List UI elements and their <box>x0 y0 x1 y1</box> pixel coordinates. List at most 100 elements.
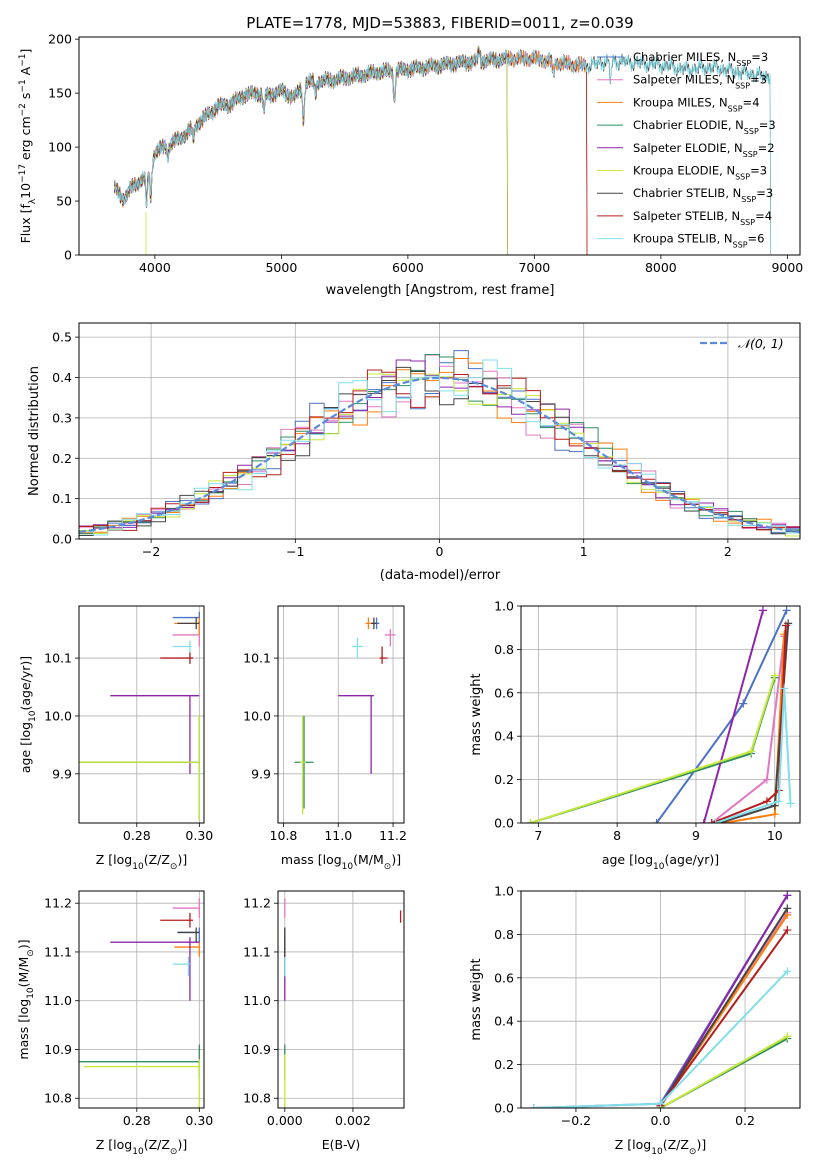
mass-weight-marker <box>783 926 792 935</box>
x-tick-label: 9 <box>692 828 700 843</box>
mass-weight-marker <box>656 1099 665 1108</box>
legend-name: Kroupa ELODIE <box>633 164 719 178</box>
y-tick-label: 10.0 <box>44 708 72 723</box>
label-part: )] <box>696 1137 706 1152</box>
y-tick-label: 0.5 <box>52 330 72 345</box>
mass-weight-marker <box>780 684 789 693</box>
y-tick-label: 10.1 <box>243 651 271 666</box>
y-tick-label: 9.9 <box>251 766 271 781</box>
legend-nssp: 3 <box>768 118 775 132</box>
legend-sep: , N <box>719 164 735 178</box>
y-tick-label: 150 <box>48 86 72 101</box>
label-part: λ <box>28 198 38 204</box>
spectrum-line-kroupa_stelib <box>114 48 772 255</box>
y-axis-label: Flux [fλ10−17 erg cm−2 s−1 A−1] <box>18 49 38 244</box>
label-part: (Z/Z <box>144 1137 170 1152</box>
legend-sub: SSP <box>736 59 751 68</box>
legend-entry: Kroupa MILES, NSSP=4 <box>633 95 760 113</box>
y-tick-label: 1.0 <box>494 884 514 899</box>
mass-weight-marker <box>707 819 716 823</box>
label-part: )] <box>16 939 31 949</box>
y-tick-label: 100 <box>48 140 72 155</box>
legend-sep: , N <box>712 95 728 109</box>
x-axis-label: mass [log10(M/M⊙)] <box>281 852 401 872</box>
y-tick-label: 0.3 <box>52 410 72 425</box>
y-tick-label: 9.9 <box>52 766 72 781</box>
mass-weight-marker <box>783 891 792 900</box>
mass-weight-marker <box>526 819 535 823</box>
legend-eq: = <box>751 50 761 64</box>
legend-eq: = <box>756 186 766 200</box>
x-tick-label: 5000 <box>265 260 297 275</box>
residuals-axes: −2 −1 0 1 2 0.0 0.1 0.2 0.3 0.4 0.5 <box>52 323 800 559</box>
label-part: Z [log <box>96 1137 132 1152</box>
y-tick-label: 0.4 <box>494 729 514 744</box>
label-part: ⊙ <box>170 862 178 872</box>
legend-name: Salpeter MILES <box>633 73 719 87</box>
label-part: Z [log <box>615 1137 651 1152</box>
y-tick-label: 11.2 <box>44 896 72 911</box>
label-part: (Z/Z <box>144 852 170 867</box>
legend-name: Chabrier STELIB <box>633 186 725 200</box>
legend-entry: Salpeter ELODIE, NSSP=2 <box>633 141 775 159</box>
mass-weight-line-kroupa_stelib <box>715 688 792 823</box>
x-tick-label: 2 <box>724 544 732 559</box>
label-part: age [log <box>602 852 653 867</box>
x-axis-label: Z [log10(Z/Z⊙)] <box>96 1137 187 1157</box>
y-tick-label: 11.2 <box>243 896 271 911</box>
y-tick-label: 0.6 <box>494 685 514 700</box>
label-part: 10 <box>651 1147 663 1157</box>
label-part: ⊙ <box>26 949 36 957</box>
axes-frame <box>277 605 405 824</box>
y-tick-label: 10.9 <box>243 1042 271 1057</box>
legend-sep: , N <box>725 186 741 200</box>
label-part: 10 <box>132 1147 144 1157</box>
x-tick-label: 0.30 <box>185 1113 213 1128</box>
mass-weight-marker <box>770 671 779 680</box>
label-part: mass [log <box>281 852 342 867</box>
legend-nssp: 6 <box>757 232 764 246</box>
axes-frame <box>78 890 205 1109</box>
y-tick-label: 10.0 <box>243 708 271 723</box>
label-part: Flux [f <box>18 204 33 244</box>
y-tick-label: 0.0 <box>52 532 72 547</box>
legend-sep: , N <box>717 232 733 246</box>
mass-weight-marker <box>774 797 783 806</box>
mass-weight-marker <box>782 606 791 615</box>
x-tick-label: 11.2 <box>379 828 407 843</box>
mass-weight-marker <box>747 747 756 756</box>
legend-eq: = <box>743 95 753 109</box>
label-part: (age/yr)] <box>18 656 33 711</box>
legend-nssp: 4 <box>752 95 759 109</box>
mass_weight_vs_age-lines <box>526 606 795 823</box>
label-part: (age/yr)] <box>664 852 719 867</box>
y-tick-label: 0.1 <box>52 491 72 506</box>
label-part: 10 <box>132 862 144 872</box>
legend-sep: , N <box>724 209 740 223</box>
legend-entry: Chabrier ELODIE, NSSP=3 <box>633 118 776 136</box>
x-tick-label: 0.0 <box>651 1113 671 1128</box>
x-tick-label: 8000 <box>645 260 677 275</box>
mass-weight-line-salpeter_elodie <box>659 894 789 1107</box>
chart-title: PLATE=1778, MJD=53883, FIBERID=0011, z=0… <box>246 14 633 32</box>
axes-frame <box>78 605 205 824</box>
legend-sep: , N <box>727 141 743 155</box>
x-tick-label: 7000 <box>518 260 550 275</box>
y-tick-label: 0 <box>64 248 72 263</box>
mass-weight-marker <box>786 799 795 808</box>
x-tick-label: 10 <box>767 828 783 843</box>
legend-sub: SSP <box>740 217 755 226</box>
axes-frame <box>78 322 801 540</box>
label-part: mass [log <box>16 999 31 1060</box>
label-part: )] <box>177 852 187 867</box>
legend-entry: Chabrier STELIB, NSSP=3 <box>633 186 773 204</box>
mass_weight_vs_Z-axes: −0.2 0.0 0.2 0.0 0.2 0.4 0.6 0.8 1.0 <box>494 884 800 1128</box>
x-tick-label: 1 <box>580 544 588 559</box>
label-part: age [log <box>18 722 33 773</box>
y-tick-label: 10.9 <box>44 1042 72 1057</box>
x-tick-label: 6000 <box>392 260 424 275</box>
y-tick-label: 0.0 <box>494 1101 514 1116</box>
label-part: (Z/Z <box>663 1137 689 1152</box>
